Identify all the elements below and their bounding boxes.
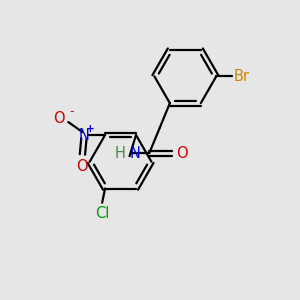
Text: O: O: [76, 159, 88, 174]
Text: -: -: [70, 105, 74, 118]
Text: O: O: [176, 146, 188, 161]
Text: +: +: [85, 124, 94, 134]
Text: O: O: [53, 111, 64, 126]
Text: N: N: [79, 128, 89, 142]
Text: N: N: [130, 146, 140, 161]
Text: Cl: Cl: [95, 206, 109, 221]
Text: Br: Br: [234, 69, 250, 84]
Text: H: H: [115, 146, 126, 161]
